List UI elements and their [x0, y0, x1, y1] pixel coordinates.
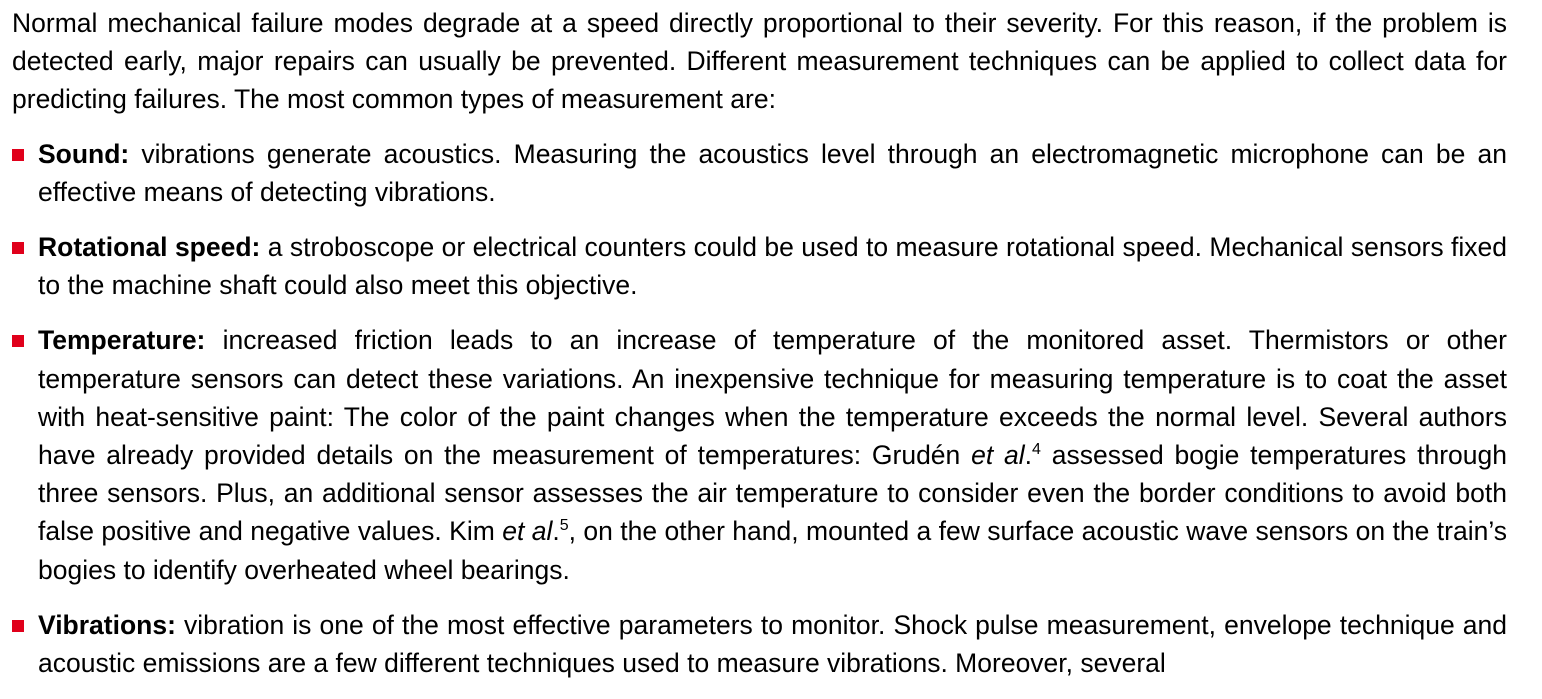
term-label: Vibrations: [38, 609, 176, 640]
measurement-types-list: Sound: vibrations generate acoustics. Me… [12, 135, 1507, 683]
et-al-italic: et al [971, 440, 1025, 471]
term-description: . [1024, 440, 1033, 471]
list-item-rotational-speed: Rotational speed: a stroboscope or elect… [12, 228, 1507, 304]
list-item-vibrations: Vibrations: vibration is one of the most… [12, 606, 1507, 682]
term-description: vibrations generate acoustics. Measuring… [38, 138, 1507, 207]
term-label: Temperature: [38, 325, 206, 356]
list-item-temperature: Temperature: increased friction leads to… [12, 321, 1507, 588]
term-description: vibration is one of the most effective p… [38, 609, 1507, 679]
bullet-square-icon [12, 619, 24, 632]
reference-superscript: 5 [559, 517, 569, 535]
term-description: assessed bogie temperatures through thre… [38, 440, 1507, 547]
term-description: increased friction leads to an increase … [38, 325, 1507, 471]
bullet-square-icon [12, 242, 24, 255]
list-item-sound: Sound: vibrations generate acoustics. Me… [12, 135, 1507, 211]
term-description: , on the other hand, mounted a few surfa… [38, 516, 1507, 585]
term-label: Rotational speed: [38, 232, 261, 263]
document-page: Normal mechanical failure modes degrade … [12, 4, 1507, 699]
intro-paragraph: Normal mechanical failure modes degrade … [12, 8, 1507, 115]
term-label: Sound: [38, 138, 130, 169]
reference-superscript: 4 [1032, 441, 1041, 459]
bullet-square-icon [12, 148, 24, 161]
term-description: . [552, 516, 560, 547]
term-description: a stroboscope or electrical counters cou… [38, 232, 1507, 301]
et-al-italic: et al [502, 516, 553, 547]
bullet-square-icon [12, 335, 24, 348]
